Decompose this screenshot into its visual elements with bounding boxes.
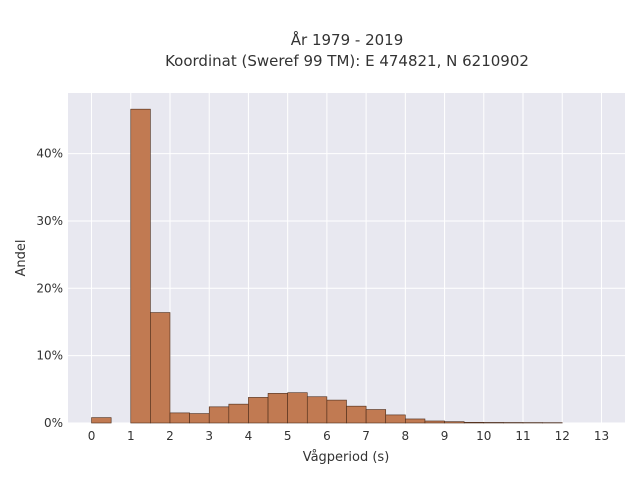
histogram-bar-14 bbox=[386, 415, 406, 423]
y-tick-label-2: 20% bbox=[36, 281, 63, 295]
histogram-bar-19 bbox=[484, 422, 504, 423]
histogram-bar-15 bbox=[405, 419, 425, 423]
y-tick-label-0: 0% bbox=[44, 416, 63, 430]
histogram-bar-2 bbox=[150, 313, 170, 423]
x-tick-label-8: 8 bbox=[402, 429, 410, 443]
y-tick-label-3: 30% bbox=[36, 214, 63, 228]
x-tick-label-4: 4 bbox=[245, 429, 253, 443]
histogram-bar-16 bbox=[425, 421, 445, 423]
histogram-bar-7 bbox=[248, 397, 268, 423]
x-tick-label-12: 12 bbox=[555, 429, 570, 443]
chart-title-line1: År 1979 - 2019 bbox=[291, 30, 404, 49]
x-tick-label-1: 1 bbox=[127, 429, 135, 443]
y-axis-ticks: 0% 10% 20% 30% 40% bbox=[36, 147, 63, 430]
histogram-bar-12 bbox=[347, 406, 367, 423]
histogram-bar-3 bbox=[170, 413, 190, 423]
x-tick-label-3: 3 bbox=[205, 429, 213, 443]
histogram-bar-17 bbox=[445, 422, 465, 423]
histogram-bar-8 bbox=[268, 393, 288, 423]
x-tick-label-0: 0 bbox=[88, 429, 96, 443]
histogram-bar-9 bbox=[288, 393, 308, 423]
y-tick-label-4: 40% bbox=[36, 147, 63, 161]
x-tick-label-9: 9 bbox=[441, 429, 449, 443]
histogram-bar-18 bbox=[464, 422, 484, 423]
histogram-bar-6 bbox=[229, 404, 249, 423]
x-tick-label-2: 2 bbox=[166, 429, 174, 443]
histogram-bar-0 bbox=[92, 418, 112, 423]
histogram-bar-10 bbox=[307, 397, 327, 423]
x-tick-label-5: 5 bbox=[284, 429, 292, 443]
histogram-bar-11 bbox=[327, 400, 347, 423]
x-tick-label-13: 13 bbox=[594, 429, 609, 443]
y-axis-label: Andel bbox=[14, 240, 29, 277]
x-tick-label-10: 10 bbox=[476, 429, 491, 443]
histogram-bar-1 bbox=[131, 109, 151, 423]
x-tick-label-6: 6 bbox=[323, 429, 331, 443]
x-axis-label: Vågperiod (s) bbox=[303, 450, 390, 465]
histogram-bar-5 bbox=[209, 407, 229, 423]
chart-title-line2: Koordinat (Sweref 99 TM): E 474821, N 62… bbox=[165, 52, 529, 70]
histogram-bar-4 bbox=[190, 414, 210, 423]
x-tick-label-11: 11 bbox=[515, 429, 530, 443]
histogram-bar-13 bbox=[366, 410, 386, 423]
x-tick-label-7: 7 bbox=[362, 429, 370, 443]
y-tick-label-1: 10% bbox=[36, 349, 63, 363]
